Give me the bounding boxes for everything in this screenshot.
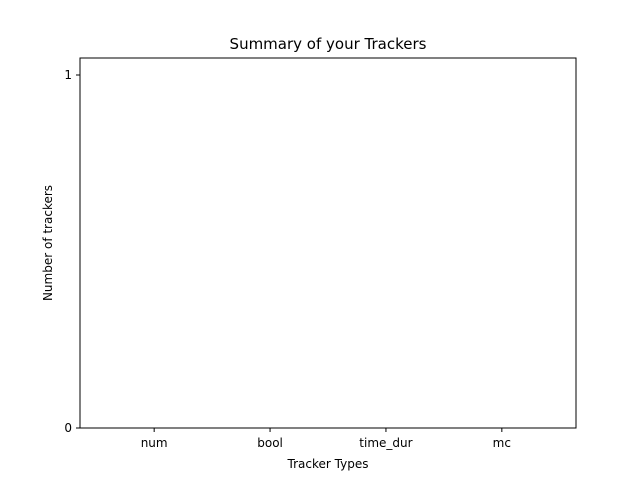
y-axis-label: Number of trackers [41,185,55,301]
x-axis-label: Tracker Types [287,457,369,471]
x-tick-label: num [141,436,168,450]
x-tick-label: time_dur [359,436,412,450]
y-axis-ticks: 01 [64,68,80,435]
y-tick-label: 1 [64,68,72,82]
chart-title: Summary of your Trackers [230,35,427,53]
plot-frame [79,57,577,429]
x-axis-ticks: num bool time_dur mc [141,428,511,450]
y-tick-label: 0 [64,421,72,435]
x-tick-label: mc [493,436,511,450]
x-tick-label: bool [257,436,283,450]
